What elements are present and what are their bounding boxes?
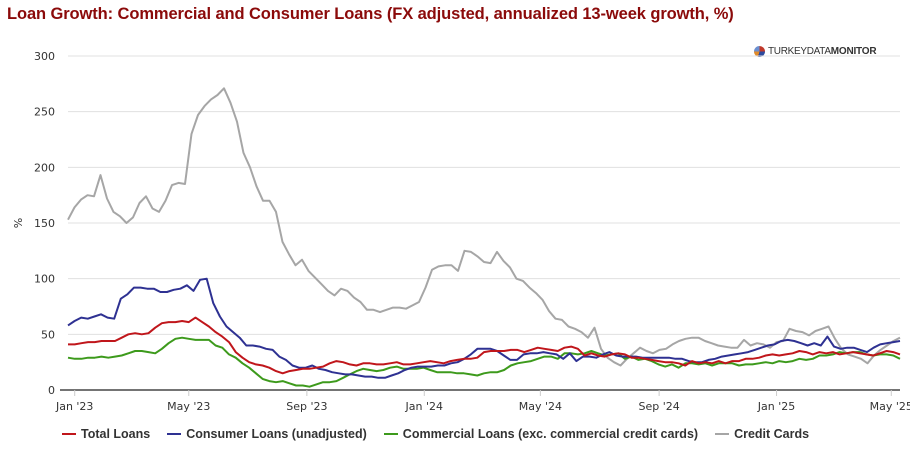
grid-lines bbox=[68, 55, 900, 335]
legend-label: Total Loans bbox=[81, 427, 151, 441]
series-line-commercial-loans-exc-commercial-credit-cards bbox=[67, 336, 901, 388]
y-tick-label: 200 bbox=[34, 161, 55, 174]
y-axis-label: % bbox=[12, 218, 25, 228]
series-line-consumer-loans-unadjusted bbox=[67, 277, 901, 379]
y-tick-label: 100 bbox=[34, 273, 55, 286]
legend-label: Consumer Loans (unadjusted) bbox=[186, 427, 367, 441]
legend: Total Loans Consumer Loans (unadjusted) … bbox=[62, 427, 826, 441]
turkeydatamonitor-logo: TURKEYDATA MONITOR bbox=[754, 46, 877, 57]
x-tick-label: Jan '24 bbox=[405, 400, 443, 413]
x-axis: Jan '23 May '23 Sep '23 Jan '24 May '24 Sep '… bbox=[55, 389, 910, 413]
legend-item-total-loans[interactable]: Total Loans bbox=[62, 427, 150, 441]
x-tick-label: Sep '23 bbox=[286, 400, 327, 413]
legend-swatch bbox=[383, 433, 398, 435]
logo-text-light: TURKEYDATA bbox=[768, 46, 831, 57]
x-tick-label: May '25 bbox=[870, 400, 910, 413]
y-tick-label: 300 bbox=[34, 50, 55, 63]
x-tick-label: May '24 bbox=[519, 400, 562, 413]
legend-swatch bbox=[715, 433, 730, 435]
x-tick-label: Jan '23 bbox=[55, 400, 93, 413]
legend-item-consumer-loans[interactable]: Consumer Loans (unadjusted) bbox=[167, 427, 367, 441]
legend-swatch bbox=[62, 433, 76, 435]
legend-swatch bbox=[167, 433, 182, 435]
x-tick-label: Jan '25 bbox=[757, 400, 795, 413]
chart-title: Loan Growth: Commercial and Consumer Loa… bbox=[7, 5, 734, 23]
y-axis-ticks: 0 50 100 150 200 250 300 bbox=[34, 50, 55, 397]
legend-label: Commercial Loans (exc. commercial credit… bbox=[402, 427, 699, 441]
logo-globe-icon bbox=[754, 46, 765, 57]
y-tick-label: 250 bbox=[34, 106, 55, 119]
x-tick-label: Sep '24 bbox=[638, 400, 679, 413]
logo-text-bold: MONITOR bbox=[830, 46, 877, 57]
legend-item-commercial-loans[interactable]: Commercial Loans (exc. commercial credit… bbox=[383, 427, 699, 441]
x-tick-label: May '23 bbox=[167, 400, 210, 413]
series-line-credit-cards bbox=[67, 87, 901, 367]
legend-label: Credit Cards bbox=[734, 427, 810, 441]
y-tick-label: 150 bbox=[34, 217, 55, 230]
legend-item-credit-cards[interactable]: Credit Cards bbox=[715, 427, 809, 441]
series-line-total-loans bbox=[68, 316, 901, 375]
y-tick-label: 0 bbox=[48, 384, 55, 397]
series-lines bbox=[67, 87, 901, 388]
y-tick-label: 50 bbox=[41, 328, 55, 341]
